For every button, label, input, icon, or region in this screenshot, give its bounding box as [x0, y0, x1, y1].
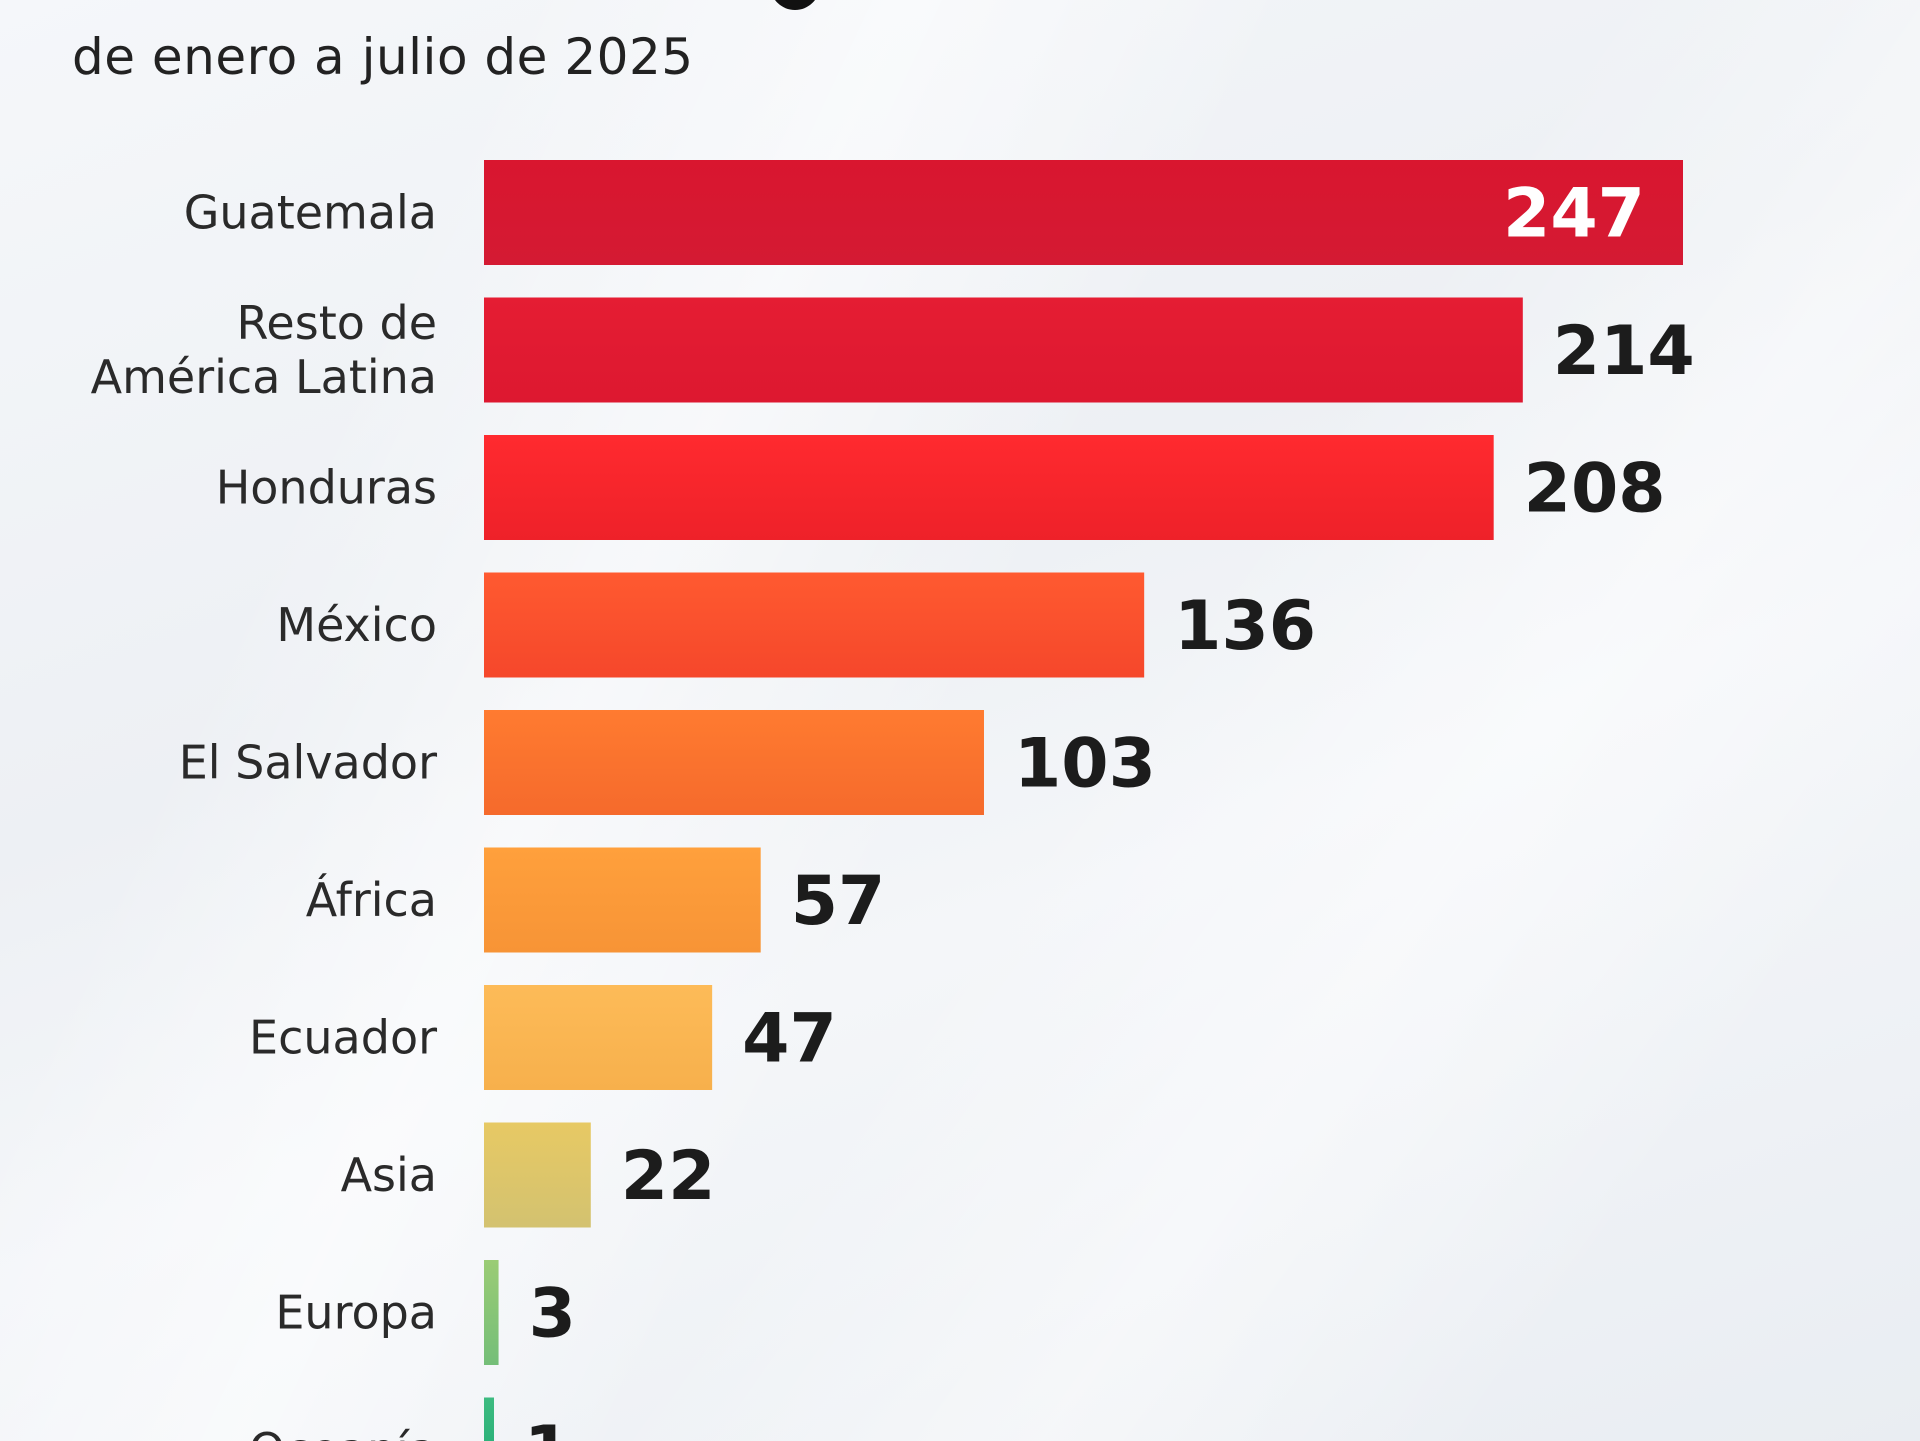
bar	[484, 1397, 494, 1441]
bar	[484, 297, 1523, 403]
bar	[484, 435, 1494, 540]
bars-layer: Guatemala 247 Resto de América Latina 214 Hon…	[91, 160, 1695, 1441]
value-label: 1	[524, 1412, 571, 1441]
value-label: 22	[621, 1137, 716, 1216]
bar	[484, 572, 1145, 678]
bar	[484, 1260, 499, 1365]
bar	[484, 847, 761, 953]
value-label: 208	[1524, 450, 1666, 529]
category-label: México	[276, 598, 437, 652]
title-fragment	[770, 0, 820, 10]
value-label: 47	[742, 1000, 837, 1079]
value-label: 136	[1174, 587, 1316, 666]
value-label: 57	[791, 862, 886, 941]
category-label: El Salvador	[179, 736, 437, 790]
bar	[484, 710, 984, 815]
category-label: Guatemala	[184, 186, 437, 240]
value-label: 103	[1014, 725, 1156, 804]
category-label: Asia	[341, 1148, 437, 1202]
bar	[484, 1122, 591, 1228]
category-label: África	[306, 873, 437, 927]
value-label: 3	[529, 1275, 576, 1354]
bar	[484, 985, 713, 1090]
value-label: 214	[1553, 312, 1695, 391]
bar	[484, 160, 1683, 265]
category-label: Honduras	[216, 461, 437, 515]
value-label: 247	[1503, 175, 1645, 254]
category-label: Ecuador	[249, 1011, 437, 1065]
category-label: Resto de América Latina	[91, 296, 437, 404]
chart-subtitle: de enero a julio de 2025	[72, 28, 694, 86]
category-label: Oceanía	[249, 1423, 437, 1441]
category-label: Europa	[275, 1286, 437, 1340]
